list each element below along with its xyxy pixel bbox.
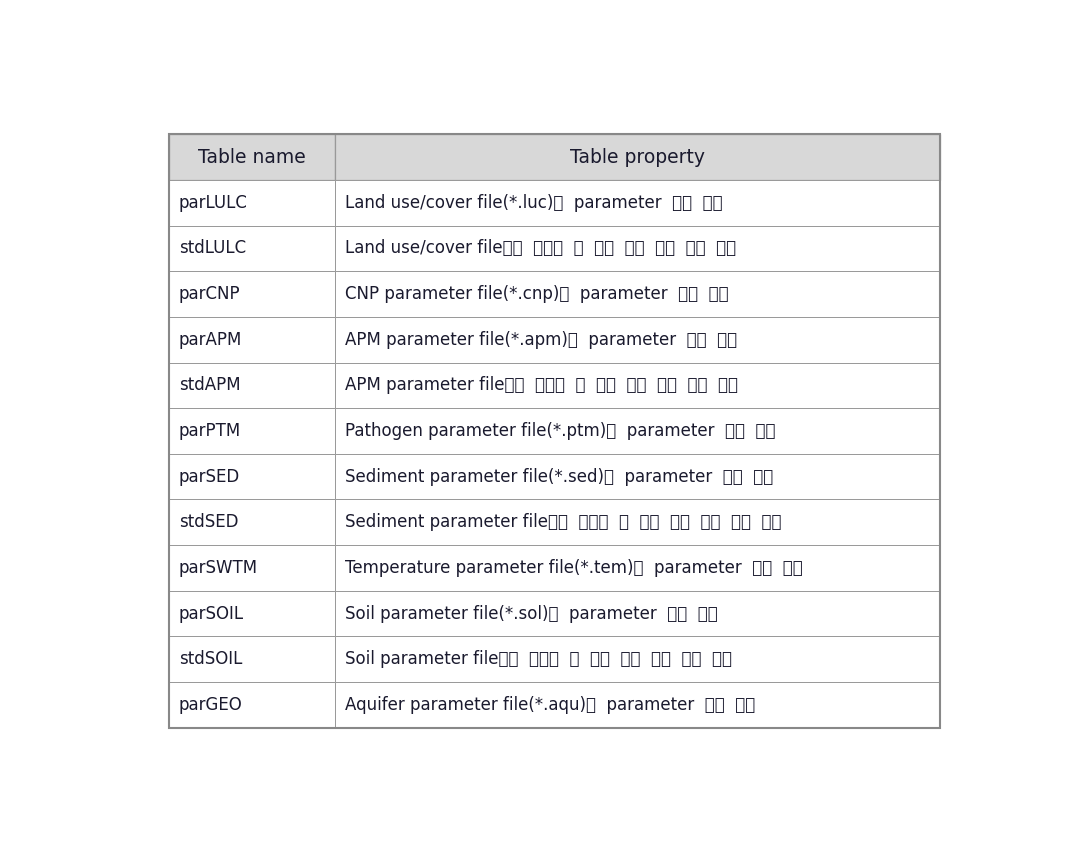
Text: parAPM: parAPM [179,330,242,349]
Text: parSWTM: parSWTM [179,559,258,577]
Text: CNP parameter file(*.cnp)의  parameter  성격  정의: CNP parameter file(*.cnp)의 parameter 성격 … [345,285,728,303]
Bar [169,271,334,317]
Bar [169,180,334,225]
Text: Sediment parameter file에서  사용할  수  있는  기본  자료  세트  제공: Sediment parameter file에서 사용할 수 있는 기본 자료… [345,513,781,531]
Bar [169,225,334,271]
Text: APM parameter file(*.apm)의  parameter  성격  정의: APM parameter file(*.apm)의 parameter 성격 … [345,330,737,349]
Bar [169,363,334,408]
Bar [334,454,940,500]
Text: stdLULC: stdLULC [179,240,246,257]
Bar [334,225,940,271]
Bar [334,682,940,728]
Bar [334,317,940,363]
Text: parSED: parSED [179,468,240,485]
Bar [334,636,940,682]
Bar [169,682,334,728]
Bar [169,591,334,636]
Text: Table name: Table name [198,147,305,167]
Text: Soil parameter file(*.sol)의  parameter  성격  정의: Soil parameter file(*.sol)의 parameter 성격… [345,605,717,623]
Text: Pathogen parameter file(*.ptm)의  parameter  성격  정의: Pathogen parameter file(*.ptm)의 paramete… [345,422,775,440]
Text: stdSED: stdSED [179,513,238,531]
Bar [334,500,940,545]
Text: Soil parameter file에서  사용할  수  있는  기본  자료  세트  제공: Soil parameter file에서 사용할 수 있는 기본 자료 세트 … [345,650,731,668]
Bar [169,545,334,590]
Bar [334,363,940,408]
Bar [169,636,334,682]
Bar [169,454,334,500]
Bar [169,317,334,363]
Text: Sediment parameter file(*.sed)의  parameter  성격  정의: Sediment parameter file(*.sed)의 paramete… [345,468,773,485]
Bar [334,591,940,636]
Bar [334,134,940,180]
Text: stdAPM: stdAPM [179,376,240,395]
Bar [169,408,334,454]
Text: stdSOIL: stdSOIL [179,650,242,668]
Text: parGEO: parGEO [179,696,242,714]
Text: parPTM: parPTM [179,422,241,440]
Text: Land use/cover file(*.luc)의  parameter  성격  정의: Land use/cover file(*.luc)의 parameter 성격… [345,194,723,212]
Text: Land use/cover file에서  사용할  수  있는  기본  자료  세트  제공: Land use/cover file에서 사용할 수 있는 기본 자료 세트 … [345,240,736,257]
Bar [169,134,334,180]
Text: APM parameter file에서  사용할  수  있는  기본  자료  세트  제공: APM parameter file에서 사용할 수 있는 기본 자료 세트 제… [345,376,738,395]
Bar [334,545,940,590]
Bar [334,180,940,225]
Bar [334,408,940,454]
Bar [169,500,334,545]
Text: parSOIL: parSOIL [179,605,243,623]
Text: Aquifer parameter file(*.aqu)의  parameter  성격  정의: Aquifer parameter file(*.aqu)의 parameter… [345,696,755,714]
Text: Table property: Table property [570,147,705,167]
Text: parCNP: parCNP [179,285,240,303]
Bar [334,271,940,317]
Text: Temperature parameter file(*.tem)의  parameter  성격  정의: Temperature parameter file(*.tem)의 param… [345,559,803,577]
Text: parLULC: parLULC [179,194,248,212]
